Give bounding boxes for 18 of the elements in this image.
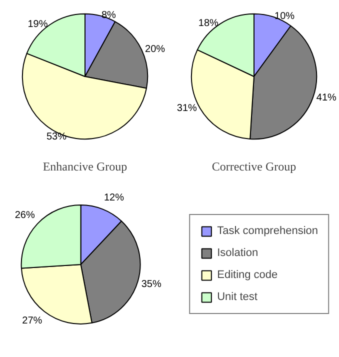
data-label: 19% (28, 18, 48, 30)
legend-label: Task comprehension (217, 225, 318, 237)
text: Enhancive Group (42, 160, 128, 174)
data-label: 27% (22, 315, 42, 326)
legend-label: Unit test (217, 291, 258, 303)
data-label: 31% (176, 103, 197, 114)
data-label: 10% (274, 11, 295, 22)
data-label: 26% (14, 210, 35, 222)
data-label: 35% (141, 278, 162, 290)
data-label: 53% (46, 132, 67, 143)
data-label: 8% (102, 10, 116, 21)
data-label: 20% (145, 44, 166, 56)
data-label: 12% (104, 192, 124, 204)
text: Corrective Group (212, 160, 296, 174)
legend-label: Isolation (217, 247, 258, 259)
legend-label: Editing code (217, 269, 278, 281)
data-label: 18% (198, 18, 219, 29)
data-label: 41% (316, 92, 337, 104)
